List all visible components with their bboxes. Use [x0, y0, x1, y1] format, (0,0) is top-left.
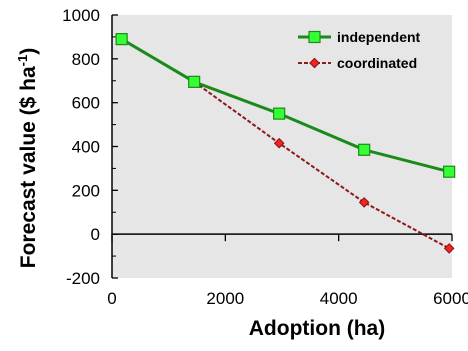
x-tick-label: 4000 [320, 289, 358, 308]
x-axis: 0 2000 4000 6000 [107, 233, 468, 308]
y-tick-label: 800 [72, 50, 100, 69]
independent-point [443, 165, 456, 178]
independent-point [115, 33, 128, 46]
y-tick-label: 1000 [62, 6, 100, 25]
coordinated-legend-label: coordinated [337, 55, 417, 71]
independent-legend-label: independent [337, 29, 421, 45]
y-tick-label: 600 [72, 94, 100, 113]
coordinated-point [358, 197, 370, 208]
y-axis: -200 0 200 400 600 800 1000 [62, 6, 118, 288]
independent-point [358, 143, 371, 156]
independent-legend-marker [308, 30, 321, 44]
y-axis-title-superscript: -1 [15, 55, 30, 67]
x-tick-label: 2000 [206, 289, 244, 308]
y-tick-label: 0 [91, 225, 100, 244]
y-tick-label: -200 [66, 269, 100, 288]
x-axis-title: Adoption (ha) [249, 317, 385, 340]
independent-point [273, 107, 286, 120]
y-axis-title: Forecast value ($ ha-1) [15, 48, 40, 268]
y-axis-title-main: Forecast value ($ ha [17, 66, 40, 268]
coordinated-point [443, 243, 455, 254]
coordinated-legend-marker [309, 57, 320, 69]
series-layer [115, 33, 456, 254]
independent-point [188, 75, 201, 88]
y-axis-title-close: ) [17, 48, 40, 55]
legend: independent coordinated [298, 29, 421, 71]
x-tick-label: 6000 [433, 289, 468, 308]
coordinated-point [273, 137, 285, 149]
y-tick-label: 400 [72, 138, 100, 157]
x-tick-label: 0 [107, 289, 116, 308]
y-tick-label: 200 [72, 181, 100, 200]
